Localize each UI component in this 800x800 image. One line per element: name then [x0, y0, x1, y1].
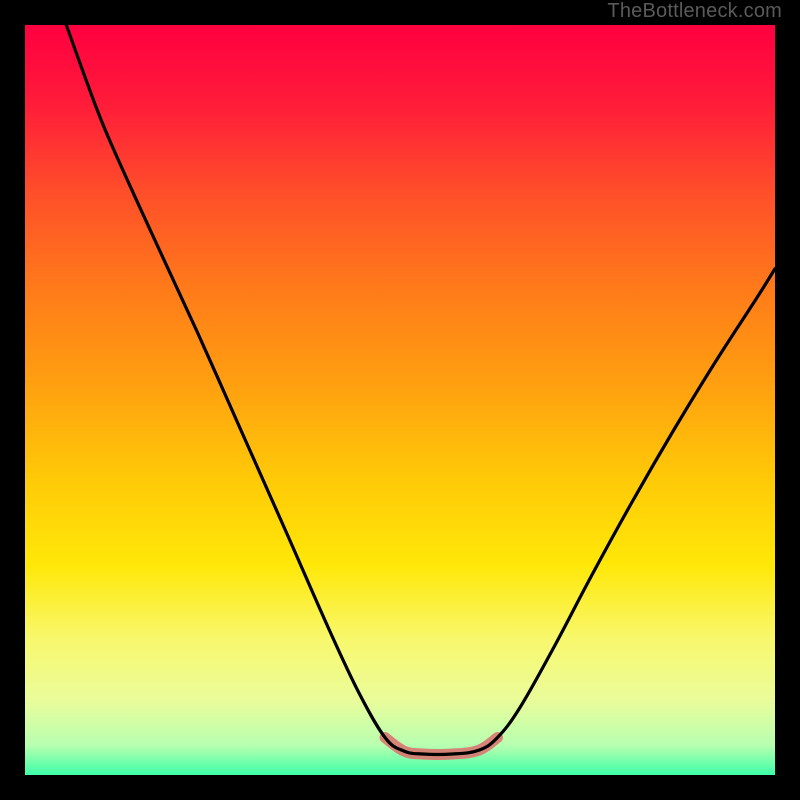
watermark-text: TheBottleneck.com	[607, 0, 782, 23]
chart-main-curve	[66, 25, 775, 754]
chart-curve-layer	[25, 25, 775, 775]
chart-plot-area	[25, 25, 775, 775]
